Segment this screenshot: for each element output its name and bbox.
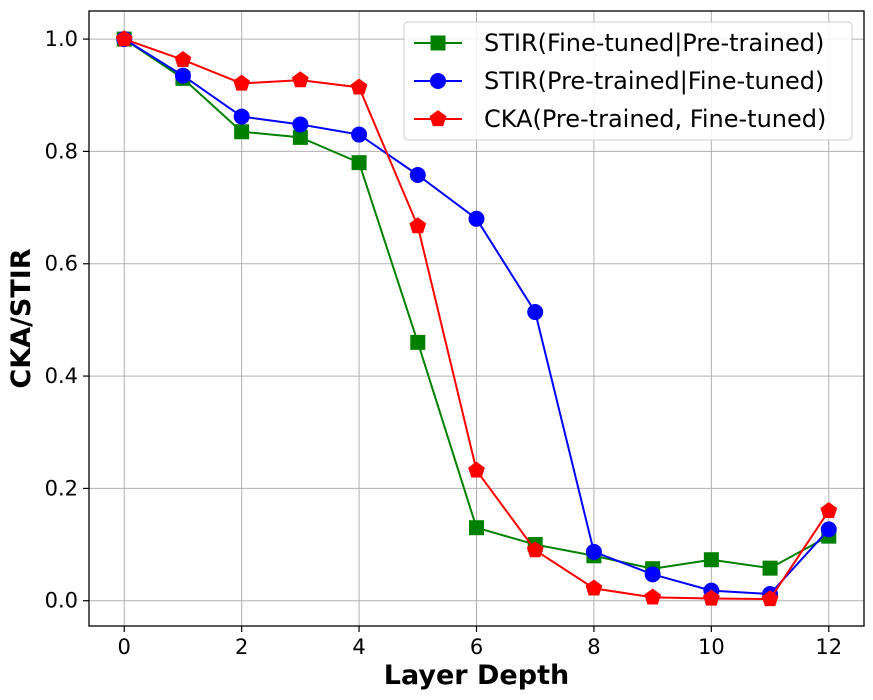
legend-item: STIR(Pre-trained|Fine-tuned): [414, 67, 824, 95]
legend-box: [403, 21, 853, 141]
data-point-marker: [820, 521, 837, 538]
x-tick-label: 4: [352, 635, 365, 659]
data-point-marker: [351, 155, 367, 171]
legend-item: STIR(Fine-tuned|Pre-trained): [414, 29, 824, 57]
data-point-marker: [468, 461, 485, 478]
data-point-marker: [761, 590, 779, 607]
data-point-marker: [351, 126, 368, 143]
legend-marker: [429, 110, 447, 127]
legend-label: CKA(Pre-trained, Fine-tuned): [484, 105, 826, 133]
y-tick-label: 1.0: [45, 27, 78, 51]
data-point-marker: [468, 210, 485, 227]
y-axis-title: CKA/STIR: [6, 248, 37, 388]
data-point-marker: [115, 30, 133, 47]
y-tick-label: 0.2: [45, 476, 78, 500]
data-point-marker: [585, 579, 603, 596]
x-tick-label: 8: [587, 635, 600, 659]
data-point-marker: [174, 51, 192, 67]
x-tick-label: 12: [815, 635, 842, 659]
y-tick-label: 0.8: [45, 139, 78, 163]
data-point-marker: [292, 116, 309, 133]
data-point-marker: [174, 67, 191, 84]
data-point-marker: [702, 589, 720, 606]
data-point-marker: [820, 502, 838, 518]
axis-ticks: 0 2 4 6 8 10 12 0.0 0.2 0.4 0.6 0.8 1.0: [45, 27, 843, 659]
x-axis-title: Layer Depth: [384, 660, 569, 691]
series-3: [115, 30, 838, 607]
x-tick-label: 6: [470, 635, 483, 659]
data-point-marker: [410, 334, 426, 350]
x-tick-label: 2: [235, 635, 248, 659]
data-point-marker: [409, 217, 427, 234]
x-tick-label: 10: [698, 635, 725, 659]
data-point-marker: [292, 129, 308, 145]
legend: STIR(Fine-tuned|Pre-trained) STIR(Pre-tra…: [403, 21, 853, 141]
legend-item: CKA(Pre-trained, Fine-tuned): [414, 105, 826, 133]
data-point-marker: [234, 124, 250, 140]
y-tick-label: 0.0: [45, 589, 78, 613]
y-tick-label: 0.6: [45, 252, 78, 276]
legend-label: STIR(Fine-tuned|Pre-trained): [484, 29, 824, 57]
data-point-marker: [762, 560, 778, 576]
legend-marker: [430, 73, 446, 89]
data-point-marker: [526, 541, 544, 558]
data-point-marker: [409, 167, 426, 183]
data-point-marker: [233, 108, 250, 125]
data-point-marker: [585, 543, 602, 560]
legend-marker: [430, 35, 446, 51]
x-tick-label: 0: [118, 635, 131, 659]
data-point-marker: [291, 71, 309, 88]
data-point-marker: [703, 552, 719, 568]
data-point-marker: [644, 566, 661, 583]
y-tick-label: 0.4: [45, 364, 78, 388]
data-point-marker: [233, 74, 251, 91]
data-point-marker: [527, 304, 544, 321]
data-point-marker: [469, 520, 484, 536]
series-layer: [115, 30, 838, 607]
legend-label: STIR(Pre-trained|Fine-tuned): [484, 67, 824, 95]
data-point-marker: [350, 78, 368, 95]
data-point-marker: [644, 588, 662, 605]
